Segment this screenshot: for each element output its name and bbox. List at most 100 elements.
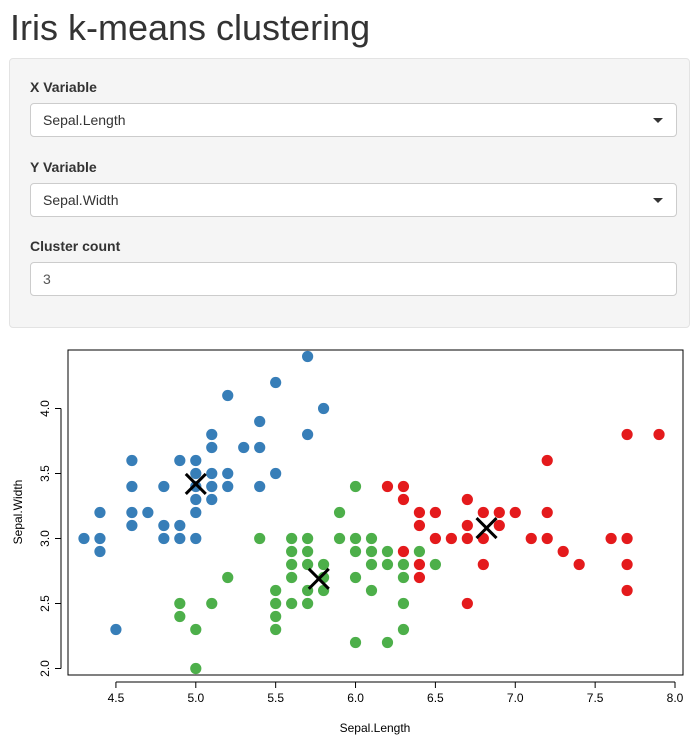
data-point [381,545,394,558]
data-point [541,506,553,519]
center-stroke [184,472,207,495]
data-point [493,519,505,532]
data-point [286,571,298,584]
data-point [206,428,218,441]
data-point [525,532,537,545]
data-point [126,454,138,467]
data-point [621,428,633,441]
data-point [413,545,426,558]
data-point [126,506,138,519]
x-tick-label: 6.5 [427,691,444,705]
data-point [126,519,138,532]
y-tick-label: 2.5 [38,595,52,612]
data-point [349,571,362,584]
data-point [621,584,633,597]
data-point [557,545,569,558]
data-point [270,467,282,480]
data-point [190,467,202,480]
data-point [381,480,394,493]
data-point [190,454,202,467]
page-title: Iris k-means clustering [10,7,371,48]
data-point [397,558,410,571]
data-point [365,584,378,597]
data-point [174,454,186,467]
data-point [238,441,250,454]
data-point [222,467,234,480]
data-point [381,636,394,649]
data-point [365,545,378,558]
data-point [254,441,266,454]
data-point [349,636,362,649]
data-point [190,480,202,493]
data-point [397,480,410,493]
y-tick-label: 2.0 [38,660,52,677]
y-variable-value: Sepal.Width [43,192,119,208]
x-tick-label: 4.5 [108,691,125,705]
x-variable-label: X Variable [30,79,97,95]
x-tick-label: 5.0 [187,691,204,705]
data-point [413,506,426,519]
data-point [461,493,473,506]
data-point [349,532,362,545]
data-point [174,519,186,532]
data-point [286,532,298,545]
cluster-count-label: Cluster count [30,238,121,254]
data-point [302,532,314,545]
data-point [445,532,457,545]
data-point [222,389,234,402]
data-point [397,493,410,506]
data-point [302,350,314,363]
y-variable-select[interactable]: Sepal.Width [30,183,677,217]
data-point [605,532,617,545]
data-point [333,532,346,545]
data-point [94,506,106,519]
data-point [270,597,282,610]
data-point [190,493,202,506]
center-stroke [475,517,498,540]
data-point [365,558,378,571]
x-tick-label: 7.5 [587,691,604,705]
data-point [477,558,489,571]
y-axis-label: Sepal.Width [11,480,25,545]
data-point [286,597,298,610]
y-tick-label: 3.0 [38,530,52,547]
data-point [158,532,170,545]
data-point [302,597,314,610]
data-point [429,532,442,545]
data-point [270,584,282,597]
x-tick-label: 5.5 [267,691,284,705]
data-point [397,597,410,610]
cluster-center-marker [475,517,498,540]
data-point [573,558,585,571]
data-point [94,545,106,558]
plot-axes: 4.5 5.0 5.5 6.0 6.5 7.0 7.5 8.0 2.0 2.5 3.0 3.5 4.0 [38,400,684,705]
controls-panel: X Variable Sepal.Length Y Variable Sepal… [9,58,690,328]
data-point [206,467,218,480]
data-point [461,532,473,545]
data-point [110,623,122,636]
plot-box [67,349,684,676]
data-point [429,558,442,571]
data-point [365,532,378,545]
data-point [397,545,410,558]
x-variable-select[interactable]: Sepal.Length [30,103,677,137]
data-point [270,610,282,623]
data-point [206,493,218,506]
data-point [222,480,234,493]
data-point [397,623,410,636]
x-tick-label: 7.0 [507,691,524,705]
y-tick-label: 3.5 [38,465,52,482]
data-point [493,506,505,519]
data-point [190,623,202,636]
data-point [429,506,442,519]
data-point [158,519,170,532]
chevron-down-icon [653,198,663,203]
data-point [254,415,266,428]
data-point [317,558,330,571]
cluster-center-marker [307,567,330,590]
chevron-down-icon [653,118,663,123]
cluster-count-input[interactable] [30,262,677,296]
data-point [270,376,282,389]
data-point [541,454,553,467]
data-point [541,532,553,545]
